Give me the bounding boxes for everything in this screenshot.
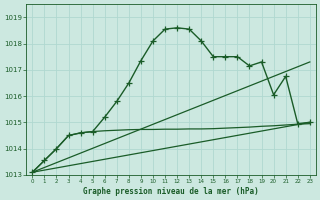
X-axis label: Graphe pression niveau de la mer (hPa): Graphe pression niveau de la mer (hPa) <box>83 187 259 196</box>
